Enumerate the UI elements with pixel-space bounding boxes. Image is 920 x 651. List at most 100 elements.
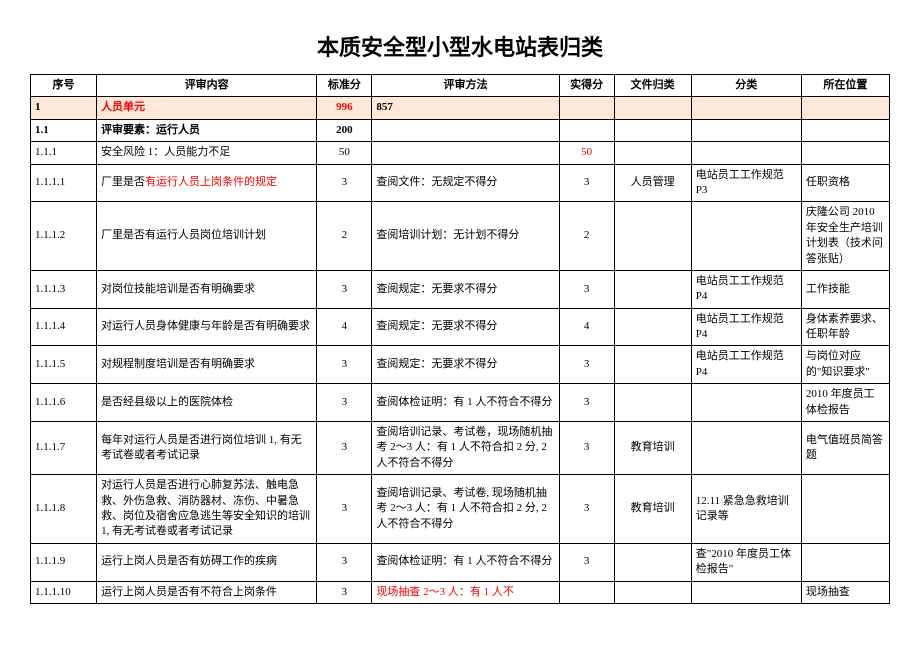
cell: 1.1.1.4	[31, 308, 97, 346]
cell: 4	[559, 308, 614, 346]
table-row: 1.1.1安全风险 1：人员能力不足5050	[31, 142, 890, 164]
cell	[614, 581, 691, 603]
cell	[614, 543, 691, 581]
cell	[559, 97, 614, 119]
cell: 与岗位对应的"知识要求"	[801, 346, 889, 384]
cell: 人员管理	[614, 164, 691, 202]
cell: 查阅培训记录、考试卷，现场随机抽考 2～3 人：有 1 人不符合扣 2 分, 2…	[372, 422, 559, 475]
cell: 50	[317, 142, 372, 164]
cell-content: 对规程制度培训是否有明确要求	[97, 346, 317, 384]
cell: 857	[372, 97, 559, 119]
cell	[614, 346, 691, 384]
cell: 电气值班员简答题	[801, 422, 889, 475]
cell: 身体素养要求、任职年龄	[801, 308, 889, 346]
cell	[801, 97, 889, 119]
cell-content: 每年对运行人员是否进行岗位培训 1, 有无考试卷或者考试记录	[97, 422, 317, 475]
cell: 查阅培训记录、考试卷, 现场随机抽考 2～3 人：有 1 人不符合扣 2 分, …	[372, 475, 559, 544]
cell: 查"2010 年度员工体检报告"	[691, 543, 801, 581]
cell	[614, 384, 691, 422]
cell: 1.1.1.1	[31, 164, 97, 202]
cell-content: 运行上岗人员是否有不符合上岗条件	[97, 581, 317, 603]
cell	[614, 202, 691, 271]
cell: 1	[31, 97, 97, 119]
cell	[691, 581, 801, 603]
cell	[614, 270, 691, 308]
col-seq: 序号	[31, 75, 97, 97]
cell: 1.1.1.2	[31, 202, 97, 271]
cell: 4	[317, 308, 372, 346]
cell	[614, 119, 691, 141]
cell: 1.1.1	[31, 142, 97, 164]
cell: 2010 年度员工体检报告	[801, 384, 889, 422]
page-title: 本质安全型小型水电站表归类	[30, 30, 890, 62]
cell: 1.1.1.7	[31, 422, 97, 475]
cell: 1.1	[31, 119, 97, 141]
table-header-row: 序号 评审内容 标准分 评审方法 实得分 文件归类 分类 所在位置	[31, 75, 890, 97]
cell: 庆隆公司 2010 年安全生产培训计划表（技术问答张贴）	[801, 202, 889, 271]
cell: 查阅培训计划：无计划不得分	[372, 202, 559, 271]
cell: 查阅规定：无要求不得分	[372, 346, 559, 384]
cell: 2	[317, 202, 372, 271]
table-row: 1.1.1.5对规程制度培训是否有明确要求3查阅规定：无要求不得分3电站员工工作…	[31, 346, 890, 384]
cell	[691, 384, 801, 422]
cell: 996	[317, 97, 372, 119]
col-file: 文件归类	[614, 75, 691, 97]
cell: 电站员工工作规范 P4	[691, 270, 801, 308]
table-row: 1.1.1.3对岗位技能培训是否有明确要求3查阅规定：无要求不得分3电站员工工作…	[31, 270, 890, 308]
cell: 现场抽查	[801, 581, 889, 603]
cell: 12.11 紧急急救培训记录等	[691, 475, 801, 544]
cell: 3	[317, 422, 372, 475]
cell: 3	[559, 384, 614, 422]
cell	[801, 142, 889, 164]
cell: 3	[317, 270, 372, 308]
cell: 1.1.1.6	[31, 384, 97, 422]
cell	[691, 142, 801, 164]
cell	[614, 97, 691, 119]
cell: 任职资格	[801, 164, 889, 202]
cell-content: 是否经县级以上的医院体检	[97, 384, 317, 422]
cell: 1.1.1.10	[31, 581, 97, 603]
cell: 电站员工工作规范 P4	[691, 346, 801, 384]
cell: 3	[559, 543, 614, 581]
cell: 3	[559, 270, 614, 308]
table-row: 1.1.1.2厂里是否有运行人员岗位培训计划2查阅培训计划：无计划不得分2庆隆公…	[31, 202, 890, 271]
cell: 3	[317, 384, 372, 422]
cell	[801, 475, 889, 544]
cell	[614, 308, 691, 346]
table-row: 1.1.1.4对运行人员身体健康与年龄是否有明确要求4查阅规定：无要求不得分4电…	[31, 308, 890, 346]
cell-content: 运行上岗人员是否有妨碍工作的疾病	[97, 543, 317, 581]
cell-content: 厂里是否有运行人员上岗条件的规定	[97, 164, 317, 202]
cell: 查阅体检证明：有 1 人不符合不得分	[372, 543, 559, 581]
table-row: 1人员单元996857	[31, 97, 890, 119]
cell-content: 对运行人员身体健康与年龄是否有明确要求	[97, 308, 317, 346]
cell: 50	[559, 142, 614, 164]
cell: 电站员工工作规范 P4	[691, 308, 801, 346]
cell: 查阅体检证明：有 1 人不符合不得分	[372, 384, 559, 422]
cell: 3	[559, 346, 614, 384]
col-content: 评审内容	[97, 75, 317, 97]
cell	[691, 97, 801, 119]
cell: 查阅文件：无规定不得分	[372, 164, 559, 202]
cell: 电站员工工作规范 P3	[691, 164, 801, 202]
cell: 3	[317, 543, 372, 581]
cell: 1.1.1.3	[31, 270, 97, 308]
cell	[559, 581, 614, 603]
cell-content: 评审要素：运行人员	[97, 119, 317, 141]
cell: 3	[559, 475, 614, 544]
cell: 现场抽查 2～3 人：有 1 人不	[372, 581, 559, 603]
table-row: 1.1.1.6是否经县级以上的医院体检3查阅体检证明：有 1 人不符合不得分32…	[31, 384, 890, 422]
cell: 教育培训	[614, 422, 691, 475]
cell: 1.1.1.9	[31, 543, 97, 581]
cell: 3	[317, 164, 372, 202]
cell	[372, 142, 559, 164]
col-cat: 分类	[691, 75, 801, 97]
cell: 3	[559, 164, 614, 202]
cell-content: 对运行人员是否进行心肺复苏法、触电急救、外伤急救、消防器材、冻伤、中暑急救、岗位…	[97, 475, 317, 544]
table-row: 1.1.1.1厂里是否有运行人员上岗条件的规定3查阅文件：无规定不得分3人员管理…	[31, 164, 890, 202]
table-row: 1.1评审要素：运行人员200	[31, 119, 890, 141]
cell: 3	[317, 346, 372, 384]
review-table: 序号 评审内容 标准分 评审方法 实得分 文件归类 分类 所在位置 1人员单元9…	[30, 74, 890, 604]
cell-content: 厂里是否有运行人员岗位培训计划	[97, 202, 317, 271]
cell	[691, 202, 801, 271]
col-std: 标准分	[317, 75, 372, 97]
